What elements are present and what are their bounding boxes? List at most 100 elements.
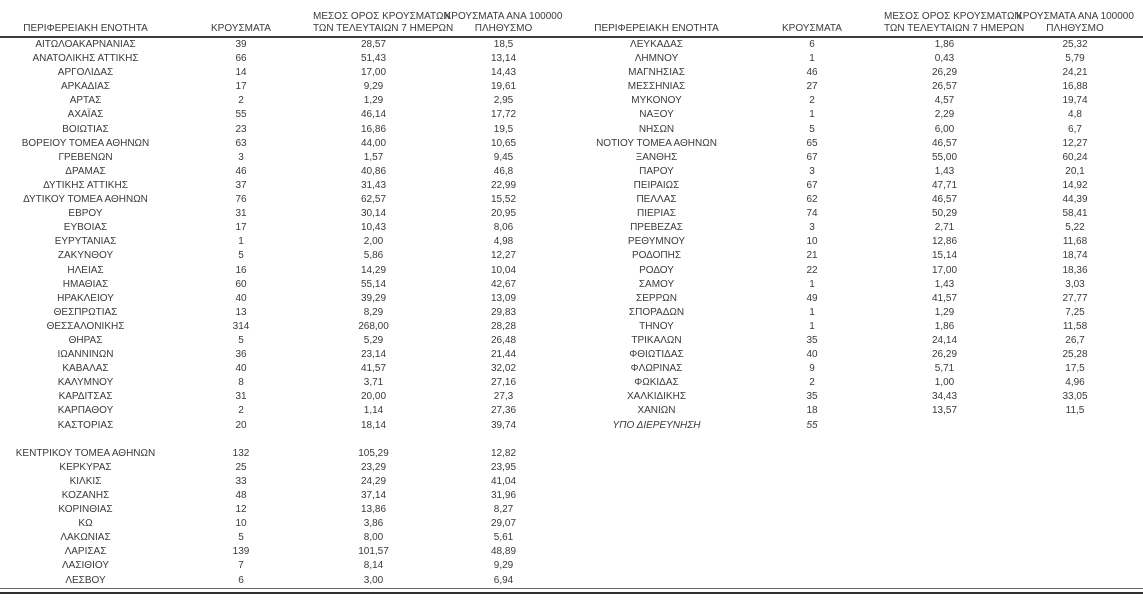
left-cases-cell: 48 (235, 490, 247, 501)
right-cases-cell (742, 545, 882, 559)
right-avg7-cell: 4,57 (934, 95, 955, 107)
table-row: ΚΑΣΤΟΡΙΑΣ 20 18,14 39,74 ΥΠΟ ΔΙΕΡΕΥΝΗΣΗ 55 (0, 419, 1143, 433)
right-avg7-cell: 47,71 (931, 179, 958, 191)
right-per100k-cell: 27,77 (1062, 292, 1088, 304)
table-row: ΚΑΒΑΛΑΣ 40 41,57 32,02 ΦΛΩΡΙΝΑΣ 9 5,71 17,5 (0, 362, 1143, 376)
left-name-cell: ΛΑΣΙΘΙΟΥ (62, 560, 109, 572)
table-row: ΒΟΡΕΙΟΥ ΤΟΜΕΑ ΑΘΗΝΩΝ 63 44,00 10,65 ΝΟΤΙΟΥ Τ… (0, 137, 1143, 151)
table-row: ΔΥΤΙΚΗΣ ΑΤΤΙΚΗΣ 37 31,43 22,99 ΠΕΙΡΑΙΩΣ 67 47,… (0, 179, 1143, 193)
right-avg7-cell: 50,29 (931, 208, 958, 220)
left-name-cell: ΕΥΒΟΙΑΣ (63, 222, 108, 234)
left-per100k-cell: 41,04 (490, 475, 517, 487)
right-name-cell: ΡΟΔΟΠΗΣ (631, 250, 682, 262)
left-per100k-cell: 2,95 (493, 95, 514, 107)
column-header-line: ΠΕΡΙΦΕΡΕΙΑΚΗ ΕΝΟΤΗΤΑ (594, 22, 719, 34)
regional-cases-table: ΠΕΡΙΦΕΡΕΙΑΚΗ ΕΝΟΤΗΤΑ ΚΡΟΥΣΜΑΤΑ ΜΕΣΟΣ ΟΡΟΣ … (0, 11, 1143, 589)
right-cases-cell (742, 433, 882, 447)
left-per100k-cell: 18,5 (493, 39, 514, 50)
left-name-cell: ΑΡΓΟΛΙΔΑΣ (57, 67, 114, 79)
table-row: ΛΑΡΙΣΑΣ 139 101,57 48,89 (0, 545, 1143, 559)
left-name-cell: ΑΡΤΑΣ (69, 95, 102, 107)
left-avg7-cell: 44,00 (360, 137, 387, 149)
left-cases-cell: 14 (235, 67, 247, 79)
left-per100k-cell: 42,67 (490, 278, 517, 290)
table-row: ΔΡΑΜΑΣ 46 40,86 46,8 ΠΑΡΟΥ 3 1,43 20,1 (0, 165, 1143, 179)
left-per100k-cell: 17,72 (490, 109, 517, 121)
left-cases-cell: 60 (235, 278, 247, 290)
right-name-cell: ΣΠΟΡΑΔΩΝ (628, 306, 685, 318)
table-row: ΑΡΓΟΛΙΔΑΣ 14 17,00 14,43 ΜΑΓΝΗΣΙΑΣ 46 26,29 24,… (0, 66, 1143, 80)
right-cases-cell: 49 (806, 292, 818, 304)
left-per100k-cell: 29,07 (490, 518, 517, 530)
left-name-cell (0, 433, 171, 447)
left-per100k-cell: 27,36 (490, 405, 517, 417)
table-row: ΒΟΙΩΤΙΑΣ 23 16,86 19,5 ΝΗΣΩΝ 5 6,00 6,7 (0, 123, 1143, 137)
left-cases-cell: 36 (235, 349, 247, 361)
right-avg7-cell: 1,29 (934, 306, 955, 318)
column-header-line: ΜΕΣΟΣ ΟΡΟΣ ΚΡΟΥΣΜΑΤΩΝ (884, 11, 1022, 22)
right-avg7-cell (882, 447, 1007, 461)
right-name-cell: ΠΡΕΒΕΖΑΣ (630, 222, 683, 234)
left-cases-cell: 31 (235, 208, 247, 220)
left-name-cell: ΚΟΖΑΝΗΣ (61, 490, 110, 501)
right-avg7-cell: 17,00 (931, 264, 958, 276)
left-name-cell: ΛΑΡΙΣΑΣ (64, 546, 107, 558)
right-name-cell (571, 461, 742, 475)
right-avg7-cell: 2,71 (934, 222, 955, 234)
right-cases-cell: 2 (809, 377, 815, 389)
right-per100k-cell: 5,22 (1065, 222, 1085, 234)
left-avg7-cell: 3,86 (363, 518, 384, 530)
right-per100k-cell: 20,1 (1065, 165, 1085, 177)
left-per100k-cell: 27,16 (490, 377, 517, 389)
right-per100k-cell (1007, 531, 1143, 545)
right-name-cell: ΠΕΙΡΑΙΩΣ (633, 179, 680, 191)
right-avg7-cell: 46,57 (931, 137, 958, 149)
right-cases-cell: 1 (809, 53, 815, 65)
column-header-cases-right: ΚΡΟΥΣΜΑΤΑ (742, 11, 882, 38)
right-per100k-cell (1007, 433, 1143, 447)
right-cases-cell: 74 (806, 208, 818, 220)
right-name-cell (571, 433, 742, 447)
table-row: ΚΑΛΥΜΝΟΥ 8 3,71 27,16 ΦΩΚΙΔΑΣ 2 1,00 4,96 (0, 376, 1143, 390)
left-per100k-cell: 4,98 (493, 236, 514, 248)
left-avg7-cell: 17,00 (360, 67, 387, 79)
right-avg7-cell: 1,43 (934, 165, 955, 177)
right-cases-cell: 67 (806, 151, 818, 163)
right-avg7-cell: 46,57 (931, 194, 958, 206)
left-per100k-cell: 19,61 (490, 81, 517, 93)
table-row: ΑΡΤΑΣ 2 1,29 2,95 ΜΥΚΟΝΟΥ 2 4,57 19,74 (0, 94, 1143, 108)
table-row: ΚΕΡΚΥΡΑΣ 25 23,29 23,95 (0, 461, 1143, 475)
left-per100k-cell: 8,06 (493, 222, 514, 234)
left-avg7-cell: 46,14 (360, 109, 387, 121)
right-per100k-cell: 4,8 (1068, 109, 1082, 121)
right-name-cell: ΣΕΡΡΩΝ (636, 292, 677, 304)
right-avg7-cell: 26,29 (931, 67, 958, 79)
left-name-cell: ΚΙΛΚΙΣ (69, 475, 102, 487)
table-row: ΗΡΑΚΛΕΙΟΥ 40 39,29 13,09 ΣΕΡΡΩΝ 49 41,57 27,77 (0, 292, 1143, 306)
left-avg7-cell: 28,57 (360, 39, 387, 50)
right-name-cell: ΝΟΤΙΟΥ ΤΟΜΕΑ ΑΘΗΝΩΝ (596, 137, 717, 149)
right-avg7-cell: 34,43 (931, 391, 958, 403)
left-name-cell: ΕΒΡΟΥ (68, 208, 103, 220)
right-cases-cell: 1 (809, 109, 815, 121)
left-avg7-cell: 18,14 (360, 419, 387, 431)
left-cases-cell: 55 (235, 109, 247, 121)
column-header-line: ΤΩΝ ΤΕΛΕΥΤΑΙΩΝ 7 ΗΜΕΡΩΝ (884, 22, 1025, 34)
left-avg7-cell: 8,29 (363, 306, 384, 318)
left-cases-cell: 314 (232, 320, 250, 332)
right-cases-cell: 35 (806, 334, 818, 346)
right-per100k-cell: 26,7 (1065, 334, 1085, 346)
left-avg7-cell: 37,14 (360, 490, 387, 501)
right-cases-cell (742, 475, 882, 489)
right-avg7-cell: 2,29 (934, 109, 955, 121)
left-name-cell: ΕΥΡΥΤΑΝΙΑΣ (54, 236, 117, 248)
right-cases-cell: 2 (809, 95, 815, 107)
left-avg7-cell: 24,29 (360, 475, 387, 487)
left-avg7-cell: 1,29 (363, 95, 384, 107)
left-name-cell: ΚΑΡΔΙΤΣΑΣ (58, 391, 113, 403)
right-name-cell: ΦΛΩΡΙΝΑΣ (630, 363, 683, 375)
left-per100k-cell: 9,29 (493, 560, 514, 572)
right-cases-cell: 67 (806, 179, 818, 191)
right-cases-cell (742, 517, 882, 531)
